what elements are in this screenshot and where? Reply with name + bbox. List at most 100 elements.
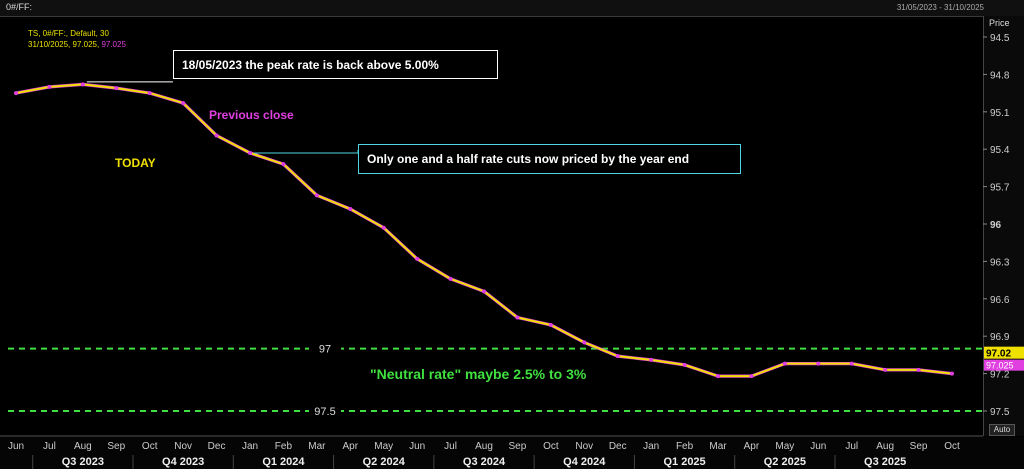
- series-point: [415, 256, 420, 261]
- series-point: [147, 91, 152, 96]
- x-month-label: Sep: [910, 441, 928, 452]
- series-point: [381, 225, 386, 230]
- x-month-label: Jan: [643, 441, 659, 452]
- x-quarter-label: Q3 2025: [864, 456, 906, 468]
- x-month-label: May: [775, 441, 794, 452]
- legend-date: 31/10/2025,: [28, 40, 71, 49]
- x-month-label: Oct: [142, 441, 158, 452]
- x-month-label: May: [374, 441, 393, 452]
- x-month-label: Jul: [845, 441, 858, 452]
- series-point: [314, 193, 319, 198]
- x-quarter-label: Q4 2024: [563, 456, 606, 468]
- legend-today-value: 97.025,: [72, 40, 100, 49]
- y-tick-label: 96.6: [990, 295, 1010, 306]
- y-tick-label: 94.8: [990, 70, 1010, 81]
- legend: TS, 0#/FF:, Default, 30 31/10/2025, 97.0…: [28, 28, 126, 50]
- date-range: 31/05/2023 - 31/10/2025: [896, 3, 984, 12]
- series-point: [515, 315, 520, 320]
- x-month-label: Sep: [509, 441, 527, 452]
- x-quarter-label: Q3 2024: [463, 456, 506, 468]
- x-quarter-label: Q2 2024: [363, 456, 406, 468]
- reference-label-bg-0: [309, 340, 341, 355]
- series-point: [14, 91, 18, 96]
- today-label: TODAY: [115, 156, 156, 170]
- current-prev-flag: [984, 359, 1024, 371]
- current-prev-value: 97.025: [986, 361, 1014, 371]
- series-point: [615, 354, 620, 359]
- reference-label-0: 97: [319, 344, 331, 356]
- legend-values-line: 31/10/2025, 97.025, 97.025: [28, 39, 126, 50]
- series-point: [749, 374, 754, 379]
- y-tick-label: 94.5: [990, 33, 1010, 44]
- x-month-label: Jun: [810, 441, 826, 452]
- series-point: [281, 162, 286, 167]
- y-tick-label: 95.7: [990, 183, 1010, 194]
- series-point: [582, 340, 587, 345]
- x-quarter-label: Q4 2023: [162, 456, 204, 468]
- x-month-label: Jul: [444, 441, 457, 452]
- x-month-label: Jun: [409, 441, 425, 452]
- x-month-label: Nov: [575, 441, 593, 452]
- legend-prev-value: 97.025: [101, 40, 126, 49]
- auto-scale-button[interactable]: Auto: [989, 424, 1015, 436]
- reference-label-bg-1: [309, 403, 341, 417]
- x-month-label: Mar: [709, 441, 727, 452]
- legend-series-line: TS, 0#/FF:, Default, 30: [28, 29, 109, 38]
- x-month-label: Aug: [74, 441, 92, 452]
- x-quarter-label: Q1 2024: [262, 456, 305, 468]
- series-point: [214, 133, 219, 138]
- x-quarter-label: Q2 2025: [764, 456, 806, 468]
- series-point: [114, 86, 119, 91]
- y-tick-label: 97.2: [990, 370, 1010, 381]
- x-month-label: Oct: [543, 441, 559, 452]
- series-point: [950, 371, 954, 376]
- x-month-label: Feb: [275, 441, 293, 452]
- series-point: [849, 361, 854, 366]
- series-today-line: [15, 83, 953, 378]
- series-point: [548, 322, 553, 327]
- x-axis-band: [0, 437, 1024, 469]
- y-tick-label: 95.4: [990, 145, 1010, 156]
- series-point: [448, 276, 453, 281]
- x-month-label: Aug: [475, 441, 493, 452]
- series-point: [716, 374, 720, 379]
- series-point: [916, 367, 921, 372]
- x-month-label: Dec: [208, 441, 226, 452]
- current-today-flag: [984, 346, 1024, 359]
- x-month-label: Apr: [343, 441, 359, 452]
- neutral-rate-label: "Neutral rate" maybe 2.5% to 3%: [370, 366, 587, 382]
- current-today-value: 97.02: [986, 349, 1011, 360]
- x-month-label: Mar: [308, 441, 326, 452]
- price-axis-title: Price: [989, 18, 1010, 28]
- y-tick-label: 96: [990, 220, 1002, 231]
- x-month-label: Jul: [43, 441, 56, 452]
- previous-close-label: Previous close: [209, 108, 294, 122]
- series-point: [348, 207, 353, 212]
- y-tick-label: 95.1: [990, 108, 1010, 119]
- series-point: [248, 150, 252, 155]
- instrument-code[interactable]: 0#/FF:: [6, 2, 33, 12]
- x-month-label: Aug: [876, 441, 894, 452]
- rate-cuts-callout: Only one and a half rate cuts now priced…: [358, 144, 741, 174]
- x-month-label: Apr: [744, 441, 760, 452]
- series-point: [782, 361, 787, 366]
- x-month-label: Nov: [174, 441, 192, 452]
- x-month-label: Oct: [944, 441, 960, 452]
- x-month-label: Jun: [8, 441, 24, 452]
- series-previous-close-line: [15, 82, 953, 378]
- series-point: [649, 357, 654, 362]
- x-quarter-label: Q1 2025: [663, 456, 705, 468]
- series-point: [883, 367, 888, 372]
- title-bar: 0#/FF: 31/05/2023 - 31/10/2025: [0, 0, 1024, 17]
- series-point: [682, 362, 687, 367]
- series-point: [482, 289, 486, 294]
- series-point: [816, 361, 821, 366]
- peak-rate-callout: 18/05/2023 the peak rate is back above 5…: [173, 50, 498, 79]
- cuts-callout-connector: [254, 150, 359, 154]
- x-quarter-label: Q3 2023: [62, 456, 104, 468]
- x-month-label: Sep: [107, 441, 125, 452]
- reference-label-1: 97.5: [314, 406, 335, 418]
- y-tick-label: 96.3: [990, 257, 1010, 268]
